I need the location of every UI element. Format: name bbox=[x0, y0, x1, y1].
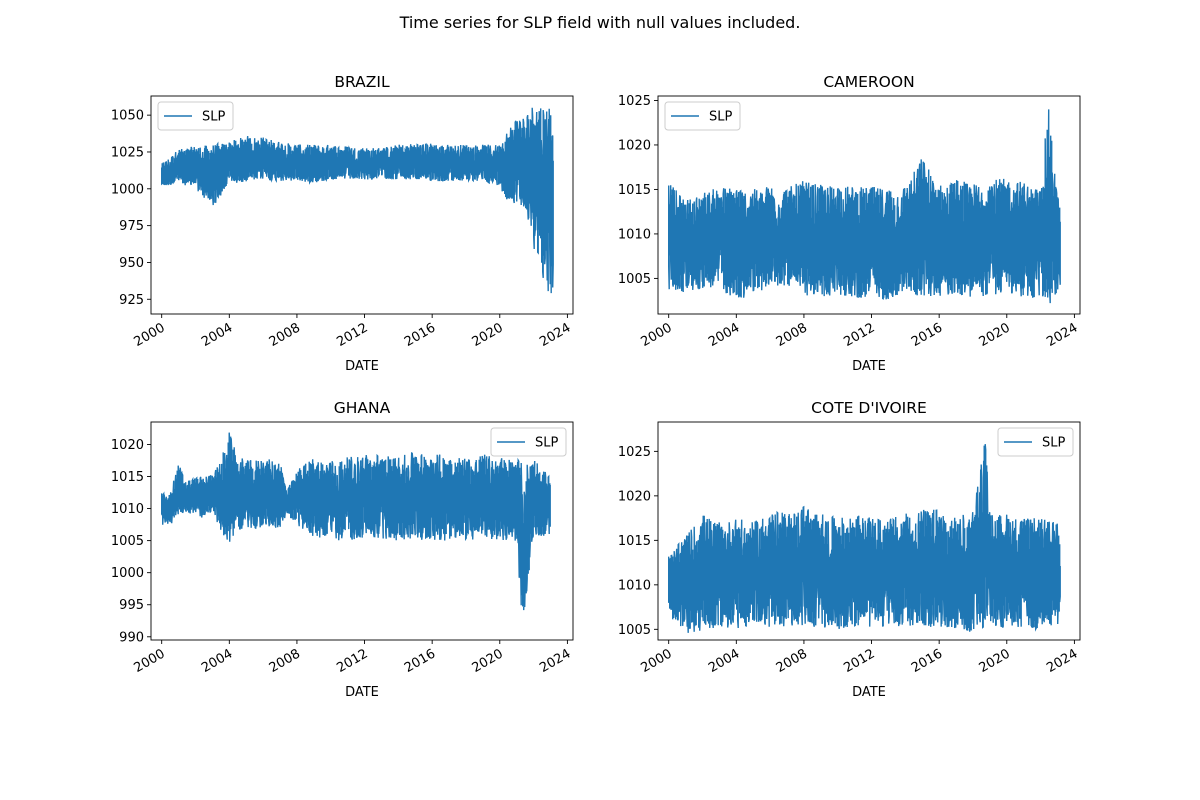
axes-frame bbox=[657, 421, 1081, 641]
y-tick-label: 1000 bbox=[111, 566, 144, 581]
y-tick-label: 950 bbox=[119, 256, 144, 271]
y-tick-label: 1050 bbox=[111, 109, 144, 124]
y-tick-label: 1025 bbox=[618, 94, 651, 109]
y-tick-label: 1015 bbox=[618, 183, 651, 198]
figure-title: Time series for SLP field with null valu… bbox=[399, 13, 801, 32]
x-tick-label: 2008 bbox=[774, 646, 810, 676]
y-tick-label: 1020 bbox=[111, 438, 144, 453]
subplot-ghana: GHANA 990 995 1000 1005 1010 1015 1020 2000 2004 2… bbox=[111, 399, 574, 700]
y-tick-label: 1005 bbox=[618, 623, 651, 638]
x-tick-label: 2016 bbox=[909, 320, 945, 350]
y-tick-label: 1020 bbox=[618, 138, 651, 153]
y-tick-label: 1025 bbox=[111, 145, 144, 160]
x-tick-label: 2020 bbox=[977, 646, 1013, 676]
legend-box bbox=[664, 101, 741, 131]
x-tick-label: 2020 bbox=[470, 320, 506, 350]
series-line-slp bbox=[668, 109, 1061, 304]
y-tick-label: 1005 bbox=[111, 534, 144, 549]
legend-box bbox=[997, 427, 1074, 457]
x-tick-label: 2024 bbox=[537, 320, 573, 350]
x-axis-label: DATE bbox=[852, 685, 886, 700]
subplot-title: COTE D'IVOIRE bbox=[811, 399, 927, 417]
x-tick-label: 2000 bbox=[132, 320, 168, 350]
legend: SLP bbox=[997, 427, 1074, 457]
subplot-title: BRAZIL bbox=[334, 73, 390, 91]
y-tick-label: 1025 bbox=[618, 445, 651, 460]
series-line-slp bbox=[668, 444, 1061, 633]
axes-frame bbox=[150, 95, 574, 315]
x-tick-label: 2008 bbox=[774, 320, 810, 350]
y-tick-label: 1005 bbox=[618, 272, 651, 287]
series-line-slp bbox=[161, 432, 551, 611]
legend: SLP bbox=[664, 101, 741, 131]
subplot-cameroon: CAMEROON 1005 1010 1015 1020 1025 2000 2004 2008… bbox=[618, 73, 1081, 374]
x-tick-label: 2024 bbox=[1044, 646, 1080, 676]
x-tick-label: 2024 bbox=[537, 646, 573, 676]
y-tick-label: 995 bbox=[119, 598, 144, 613]
legend: SLP bbox=[490, 427, 567, 457]
subplot-brazil: BRAZIL 925 950 975 1000 1025 1050 2000 2004 2008 2… bbox=[111, 73, 574, 374]
series-line-slp bbox=[161, 107, 554, 294]
y-tick-label: 975 bbox=[119, 219, 144, 234]
y-tick-label: 990 bbox=[119, 630, 144, 645]
axes-frame bbox=[150, 421, 574, 641]
x-tick-label: 2016 bbox=[909, 646, 945, 676]
x-tick-label: 2008 bbox=[267, 646, 303, 676]
y-tick-label: 1015 bbox=[618, 534, 651, 549]
subplot-cote-d-ivoire: COTE D'IVOIRE 1005 1010 1015 1020 1025 2000 200… bbox=[618, 399, 1081, 700]
x-tick-label: 2012 bbox=[334, 646, 370, 676]
y-tick-label: 1000 bbox=[111, 182, 144, 197]
y-tick-label: 1010 bbox=[618, 578, 651, 593]
subplot-title: GHANA bbox=[334, 399, 391, 417]
legend-label: SLP bbox=[535, 436, 558, 451]
legend: SLP bbox=[157, 101, 234, 131]
x-tick-label: 2000 bbox=[639, 646, 675, 676]
legend-box bbox=[157, 101, 234, 131]
x-tick-label: 2000 bbox=[132, 646, 168, 676]
x-axis-label: DATE bbox=[345, 685, 379, 700]
y-tick-label: 1010 bbox=[618, 227, 651, 242]
x-tick-label: 2012 bbox=[841, 320, 877, 350]
legend-label: SLP bbox=[202, 110, 225, 125]
y-tick-label: 1010 bbox=[111, 502, 144, 517]
axes-frame bbox=[657, 95, 1081, 315]
x-tick-label: 2012 bbox=[841, 646, 877, 676]
y-tick-label: 925 bbox=[119, 293, 144, 308]
y-tick-label: 1020 bbox=[618, 489, 651, 504]
subplot-title: CAMEROON bbox=[823, 73, 914, 91]
x-tick-label: 2012 bbox=[334, 320, 370, 350]
x-tick-label: 2020 bbox=[977, 320, 1013, 350]
x-tick-label: 2004 bbox=[706, 320, 742, 350]
x-axis-label: DATE bbox=[345, 359, 379, 374]
y-tick-label: 1015 bbox=[111, 470, 144, 485]
x-tick-label: 2004 bbox=[199, 646, 235, 676]
x-tick-label: 2016 bbox=[402, 646, 438, 676]
x-tick-label: 2004 bbox=[706, 646, 742, 676]
x-axis-label: DATE bbox=[852, 359, 886, 374]
x-tick-label: 2008 bbox=[267, 320, 303, 350]
legend-box bbox=[490, 427, 567, 457]
legend-label: SLP bbox=[709, 110, 732, 125]
x-tick-label: 2000 bbox=[639, 320, 675, 350]
legend-label: SLP bbox=[1042, 436, 1065, 451]
x-tick-label: 2020 bbox=[470, 646, 506, 676]
subplot-grid: BRAZIL 925 950 975 1000 1025 1050 2000 2004 2008 2… bbox=[111, 73, 1081, 700]
x-tick-label: 2024 bbox=[1044, 320, 1080, 350]
x-tick-label: 2016 bbox=[402, 320, 438, 350]
x-tick-label: 2004 bbox=[199, 320, 235, 350]
